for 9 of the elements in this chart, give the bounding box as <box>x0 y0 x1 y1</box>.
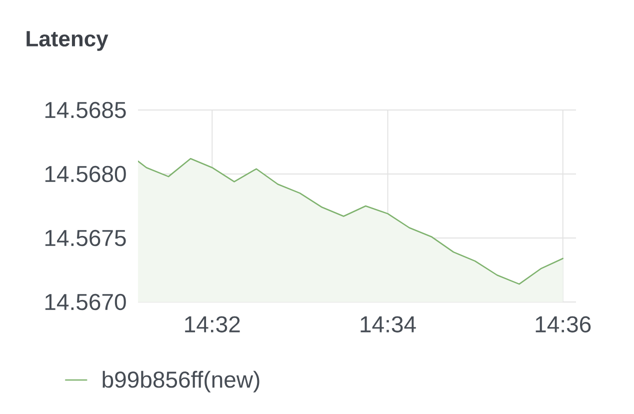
y-tick-label: 14.5675 <box>45 230 126 246</box>
y-tick-label: 14.5685 <box>45 102 126 118</box>
x-tick-label: 14:36 <box>536 316 591 332</box>
y-tick-label: 14.5670 <box>45 294 126 310</box>
y-tick-label: 14.5680 <box>45 166 126 182</box>
chart-title: Latency <box>26 31 108 51</box>
legend-label: b99b856ff(new) <box>102 370 260 392</box>
x-tick-label: 14:32 <box>185 316 240 332</box>
x-tick-label: 14:34 <box>360 316 416 332</box>
